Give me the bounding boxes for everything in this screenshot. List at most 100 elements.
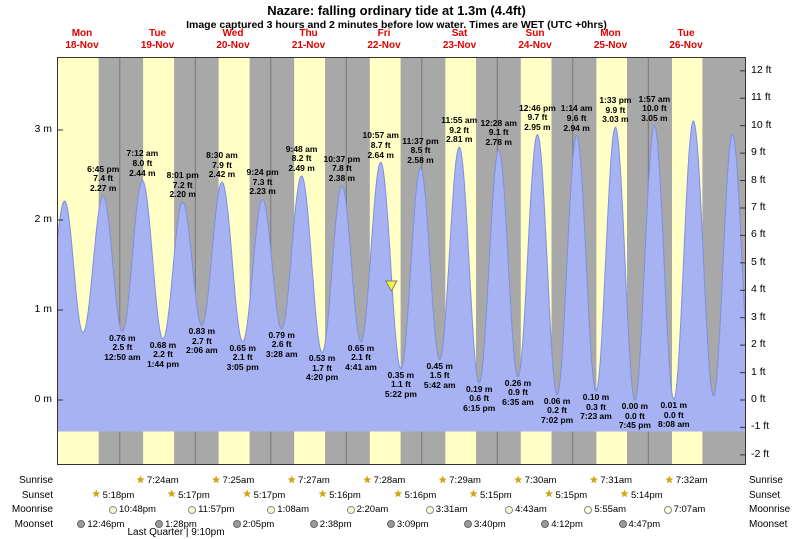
sunset-entry: ★ 5:18pm xyxy=(92,489,135,502)
ft-axis-label: 9 ft xyxy=(751,146,766,159)
sunset-star-icon: ★ xyxy=(620,489,629,500)
moon-phase-note: Last Quarter | 9:10pm xyxy=(127,527,225,538)
high-tide-annotation: 11:37 pm 8.5 ft 2.58 m xyxy=(402,135,439,165)
moonrise-entry: 10:48pm xyxy=(109,503,156,516)
moonset-moon-icon xyxy=(232,520,241,528)
high-tide-annotation: 7:12 am 8.0 ft 2.44 m xyxy=(126,148,159,178)
low-tide-annotation: 0.53 m 1.7 ft 4:20 pm xyxy=(306,353,339,383)
low-tide-annotation: 0.35 m 1.1 ft 5:22 pm xyxy=(384,369,417,399)
sunrise-time: 7:30am xyxy=(524,475,557,486)
moonset-time: 3:40pm xyxy=(474,518,506,530)
sunrise-star-icon: ★ xyxy=(211,474,221,486)
tide-curve-svg xyxy=(57,57,746,465)
moonrise-entry: 11:57pm xyxy=(188,503,234,516)
sunrise-star-icon: ★ xyxy=(513,474,523,486)
sunrise-star-icon: ★ xyxy=(287,474,297,486)
moonrise-entry: 4:43am xyxy=(505,503,547,516)
astro-row-label-moonrise-left: Moonrise xyxy=(11,504,53,515)
day-label: Tue 26-Nov xyxy=(669,28,703,51)
moonset-moon-icon xyxy=(155,520,164,528)
high-tide-annotation: 12:46 pm 9.7 ft 2.95 m xyxy=(518,102,556,132)
moonset-time: 2:05pm xyxy=(242,518,275,530)
moonrise-moon-icon xyxy=(663,505,672,514)
moonrise-moon-icon xyxy=(267,505,276,514)
high-tide-annotation: 9:24 pm 7.3 ft 2.23 m xyxy=(246,167,279,197)
astro-row-label-moonset-left: Moonset xyxy=(14,518,53,530)
sunrise-time: 7:31am xyxy=(600,475,633,486)
sunrise-entry: ★ 7:31am xyxy=(589,474,632,487)
moonset-moon-icon xyxy=(386,520,395,528)
moonrise-entry: 1:08am xyxy=(267,503,309,516)
sunrise-entry: ★ 7:28am xyxy=(363,474,406,487)
low-tide-annotation: 0.79 m 2.6 ft 3:28 am xyxy=(265,329,298,360)
plot-border xyxy=(57,57,746,465)
moonset-time: 1:28pm xyxy=(165,518,197,530)
moonrise-moon-icon xyxy=(188,505,197,514)
sunrise-time: 7:24am xyxy=(146,475,179,486)
moonrise-time: 11:57pm xyxy=(198,504,235,515)
sunrise-entry: ★ 7:30am xyxy=(514,474,557,487)
moonrise-moon-icon xyxy=(505,505,514,514)
astro-row-label-sunrise-left: Sunrise xyxy=(19,475,53,486)
ft-axis-label: 8 ft xyxy=(751,173,766,186)
current-tide-marker xyxy=(384,280,398,293)
moonset-moon-icon xyxy=(618,520,627,528)
sunset-star-icon: ★ xyxy=(242,489,252,500)
sunset-time: 5:16pm xyxy=(329,489,361,501)
sunset-time: 5:14pm xyxy=(630,489,663,501)
sunset-time: 5:17pm xyxy=(253,489,286,501)
ft-axis-label: 1 ft xyxy=(751,365,766,378)
ft-axis-label: -1 ft xyxy=(751,420,770,433)
sunset-time: 5:17pm xyxy=(178,489,210,501)
low-tide-annotation: 0.76 m 2.5 ft 12:50 am xyxy=(104,332,141,362)
sunset-time: 5:18pm xyxy=(102,489,135,501)
sunrise-entry: ★ 7:24am xyxy=(136,474,179,487)
moonrise-time: 10:48pm xyxy=(119,504,156,515)
low-tide-annotation: 0.01 m 0.0 ft 8:08 am xyxy=(657,400,690,430)
ft-axis-label: 0 ft xyxy=(751,393,766,405)
moonrise-time: 2:20am xyxy=(356,504,389,515)
sunrise-time: 7:28am xyxy=(373,475,406,486)
sunset-star-icon: ★ xyxy=(91,489,101,500)
sunset-entry: ★ 5:16pm xyxy=(394,489,437,502)
sunrise-entry: ★ 7:25am xyxy=(212,474,255,487)
moonset-entry: 4:47pm xyxy=(618,518,660,531)
sunset-star-icon: ★ xyxy=(167,489,177,500)
ft-axis-label: 4 ft xyxy=(751,283,766,296)
ft-axis-label: 2 ft xyxy=(751,338,766,351)
ft-axis-label: 3 ft xyxy=(751,310,766,323)
m-axis-label: 0 m xyxy=(34,393,52,405)
sunset-star-icon: ★ xyxy=(318,489,328,500)
moonset-entry: 1:28pm xyxy=(155,518,197,531)
high-tide-annotation: 1:33 pm 9.9 ft 3.03 m xyxy=(599,95,632,125)
ft-axis-label: 7 ft xyxy=(751,201,766,213)
moonset-moon-icon xyxy=(541,520,550,528)
moonrise-entry: 7:07am xyxy=(663,503,705,516)
sunrise-time: 7:27am xyxy=(298,475,330,486)
sunrise-star-icon: ★ xyxy=(664,474,674,486)
low-tide-annotation: 0.68 m 2.2 ft 1:44 pm xyxy=(146,339,180,369)
moonset-time: 12:46pm xyxy=(87,518,125,530)
ft-axis-label: 5 ft xyxy=(751,255,766,268)
moonrise-moon-icon xyxy=(425,505,434,514)
moonrise-entry: 5:55am xyxy=(584,503,626,516)
day-label: Mon 18-Nov xyxy=(65,28,99,51)
page-subtitle: Image captured 3 hours and 2 minutes bef… xyxy=(186,19,607,31)
high-tide-annotation: 10:37 pm 7.8 ft 2.38 m xyxy=(323,153,361,183)
sunset-entry: ★ 5:16pm xyxy=(318,489,361,502)
sunset-time: 5:15pm xyxy=(479,489,512,501)
sunset-star-icon: ★ xyxy=(469,489,478,500)
sunrise-entry: ★ 7:29am xyxy=(438,474,481,487)
astro-row-label-moonrise-right: Moonrise xyxy=(749,504,791,515)
moonrise-moon-icon xyxy=(346,505,355,514)
sunset-entry: ★ 5:15pm xyxy=(545,489,588,502)
low-tide-annotation: 0.19 m 0.6 ft 6:15 pm xyxy=(463,383,496,414)
high-tide-annotation: 8:01 pm 7.2 ft 2.20 m xyxy=(166,170,199,200)
sunrise-star-icon: ★ xyxy=(362,474,372,486)
moonrise-time: 5:55am xyxy=(594,504,627,515)
sunset-time: 5:15pm xyxy=(555,489,588,501)
ft-axis-label: 10 ft xyxy=(751,118,772,131)
moonrise-entry: 3:31am xyxy=(425,503,467,516)
day-label: Wed 20-Nov xyxy=(216,28,250,51)
